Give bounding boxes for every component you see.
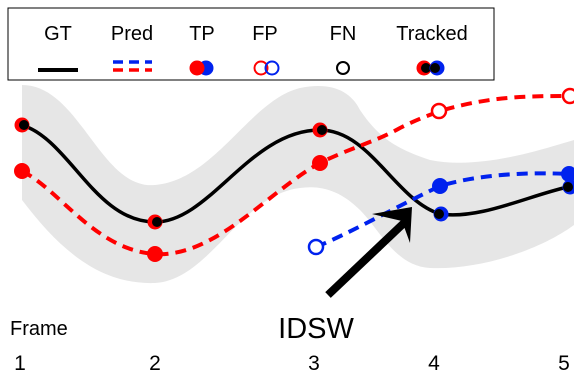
legend-fn-swatch — [336, 61, 350, 75]
legend-tp-swatch — [189, 60, 214, 76]
legend-label-tracked: Tracked — [396, 23, 468, 45]
legend-label-fn: FN — [330, 23, 357, 45]
legend-box — [7, 7, 495, 81]
tp-red-marker-f3 — [312, 155, 328, 171]
tp-red-marker-f1 — [14, 163, 30, 179]
legend-label-pred: Pred — [111, 23, 153, 45]
tp-blue-marker-f4 — [432, 178, 448, 194]
fp-red-marker-f5 — [561, 87, 574, 105]
tracked-marker-f1 — [14, 117, 30, 133]
tp-red-marker-f2 — [147, 246, 163, 262]
tracked-marker-f5 — [562, 179, 574, 195]
pred-red-track-line — [21, 94, 571, 257]
idsw-arrow-head — [372, 207, 412, 243]
frame-number-4: 4 — [428, 352, 440, 374]
gt-uncertainty-band — [22, 85, 574, 284]
tp-blue-marker-f5 — [561, 166, 574, 182]
legend-label-gt: GT — [44, 23, 72, 45]
fp-blue-marker-f3 — [307, 238, 325, 256]
pred-blue-track-line — [315, 171, 569, 249]
frame-number-3: 3 — [308, 352, 320, 374]
tracked-marker-f3 — [312, 122, 328, 138]
frame-number-5: 5 — [558, 352, 570, 374]
frame-axis-label: Frame — [10, 318, 68, 340]
legend: GT Pred TP FP FN Tracked — [7, 7, 495, 81]
legend-label-tp: TP — [189, 23, 215, 45]
legend-fp-swatch — [253, 60, 280, 76]
legend-label-fp: FP — [252, 23, 278, 45]
fp-red-marker-f4 — [430, 102, 448, 120]
tracked-marker-f4 — [433, 206, 449, 222]
tracked-marker-f2 — [147, 214, 163, 230]
frame-number-1: 1 — [14, 352, 26, 374]
idsw-arrow-shaft — [325, 219, 408, 298]
frame-number-2: 2 — [149, 352, 161, 374]
gt-track-line — [21, 123, 569, 224]
legend-tracked-swatch — [416, 60, 445, 76]
idsw-label: IDSW — [278, 313, 354, 345]
